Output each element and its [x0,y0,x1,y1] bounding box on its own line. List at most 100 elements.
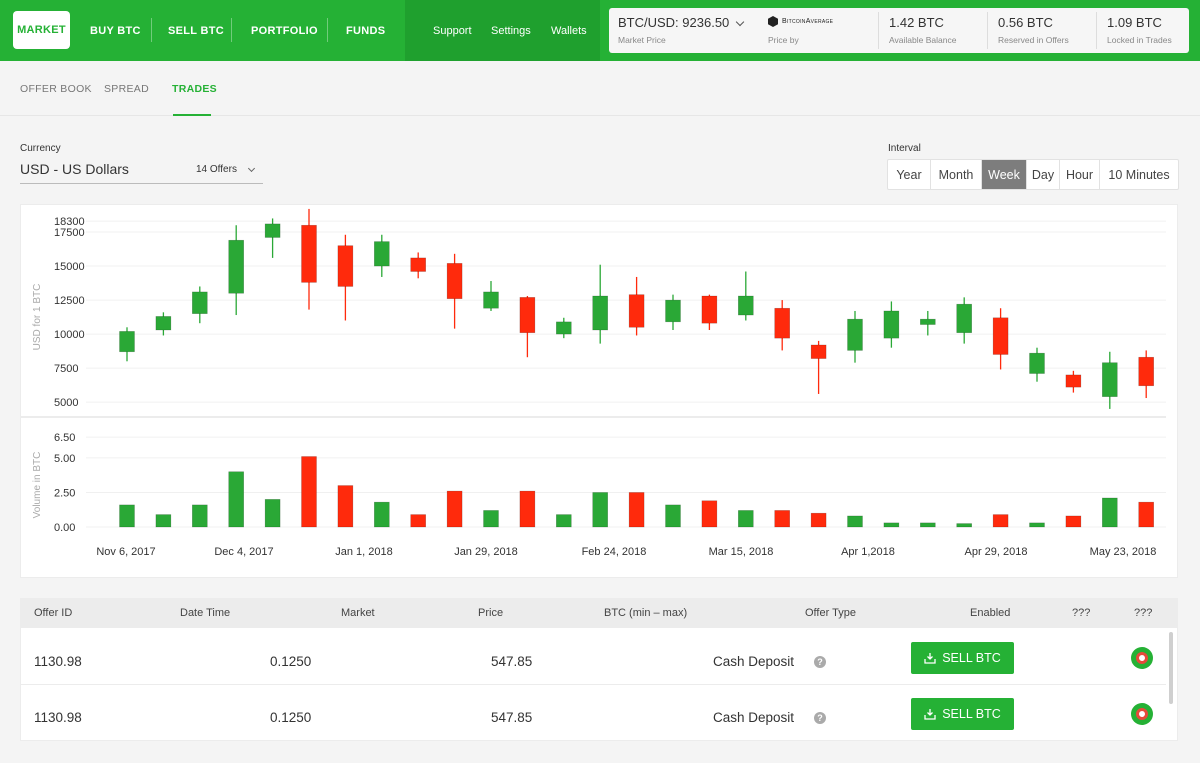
offer-type-cell: Cash Deposit [713,654,795,669]
header-unknown-1[interactable]: ??? [1072,607,1091,619]
candle-body [1065,374,1082,388]
tab-spread[interactable]: SPREAD [104,83,149,95]
support-link[interactable]: Support [433,24,472,37]
x-tick-label: May 23, 2018 [1090,546,1157,558]
x-tick-label: Dec 4, 2017 [214,546,273,558]
toggle-ring [1136,708,1148,720]
y-tick-label: 12500 [54,295,85,307]
interval-year[interactable]: Year [888,160,931,189]
chevron-down-icon [247,164,256,173]
candle-body [1029,352,1045,374]
interval-month[interactable]: Month [931,160,982,189]
interval-label: Interval [888,143,921,154]
locked-balance: 1.09 BTC Locked in Trades [1097,8,1189,53]
reserved-balance-label: Reserved in Offers [998,35,1069,45]
currency-value: USD - US Dollars [20,161,129,177]
candle-body [592,295,609,331]
interval-hour[interactable]: Hour [1060,160,1100,189]
enabled-toggle[interactable] [1131,647,1153,669]
nav-divider [327,18,328,42]
tab-funds[interactable]: FUNDS [346,24,386,37]
price-axis-label: USD for 1 BTC [32,284,43,351]
candle-body [701,295,718,324]
stat-divider [1096,12,1097,49]
help-icon[interactable]: ? [814,712,826,724]
locked-balance-label: Locked in Trades [1107,35,1172,45]
volume-bar [774,510,791,528]
offer-id-cell: 1130.98 [34,654,82,669]
x-tick-label: Jan 1, 2018 [335,546,393,558]
candle-body [301,224,317,283]
volume-bar [665,504,681,528]
table-scrollbar[interactable] [1169,632,1173,704]
currency-select[interactable]: USD - US Dollars 14 Offers [20,158,263,184]
volume-bar [519,490,536,528]
header-offer-type[interactable]: Offer Type [805,607,856,619]
offer-id-cell: 1130.98 [34,710,82,725]
candle-body [264,223,281,238]
help-icon[interactable]: ? [814,656,826,668]
header-btc-range[interactable]: BTC (min – max) [604,607,688,619]
volume-bar [737,510,754,528]
reserved-balance-value: 0.56 BTC [998,15,1053,30]
y-tick-label: 10000 [54,329,85,341]
sell-btc-label: SELL BTC [942,651,1001,665]
tab-trades[interactable]: TRADES [172,83,217,95]
interval-selector: Year Month Week Day Hour 10 Minutes [887,159,1179,190]
sell-btc-button[interactable]: SELL BTC [911,698,1014,730]
y-tick-label: 7500 [54,363,78,375]
volume-bar [919,522,936,528]
interval-day[interactable]: Day [1027,160,1060,189]
y-tick-label: 2.50 [54,487,75,499]
market-subtabs: OFFER BOOK SPREAD TRADES [0,61,1200,116]
candle-body [1138,356,1154,387]
volume-bar [228,471,244,528]
header-price[interactable]: Price [478,607,504,619]
header-offer-id[interactable]: Offer ID [34,607,73,619]
candle-body [919,318,936,325]
candle-body [992,317,1009,355]
tab-buy-btc[interactable]: BUY BTC [90,24,141,37]
stat-divider [987,12,988,49]
interval-10-minutes[interactable]: 10 Minutes [1108,167,1170,182]
header-date-time[interactable]: Date Time [180,607,231,619]
volume-bar [155,514,172,528]
enabled-toggle[interactable] [1131,703,1153,725]
date-cell: 0.1250 [270,654,312,669]
header-market[interactable]: Market [341,607,375,619]
table-row[interactable]: 1130.98 0.1250 547.85 Cash Deposit ? SEL… [21,628,1166,685]
header-enabled[interactable]: Enabled [970,607,1011,619]
available-balance-value: 1.42 BTC [889,15,944,30]
offers-count: 14 Offers [196,164,237,175]
price-by-label: Price by [768,35,799,45]
candle-body [192,291,208,314]
x-tick-label: Mar 15, 2018 [709,546,774,558]
candle-body [410,257,427,272]
tab-market[interactable]: MARKET [13,11,70,49]
sell-btc-button[interactable]: SELL BTC [911,642,1014,674]
y-tick-label: 15000 [54,261,85,273]
volume-bar [1029,522,1045,528]
candle-body [555,321,572,335]
settings-link[interactable]: Settings [491,24,531,37]
wallets-link[interactable]: Wallets [551,24,587,37]
volume-bar [301,456,317,528]
tab-portfolio[interactable]: PORTFOLIO [251,24,318,37]
market-price-selector[interactable]: BTC/USD: 9236.50 Market Price [609,8,759,53]
interval-week[interactable]: Week [982,160,1027,189]
candle-body [519,297,536,334]
tab-sell-btc[interactable]: SELL BTC [168,24,224,37]
stat-divider [878,12,879,49]
volume-bar [810,512,827,528]
nav-divider [231,18,232,42]
candle-body [847,318,863,351]
tab-offer-book[interactable]: OFFER BOOK [20,83,92,95]
x-tick-label: Feb 24, 2018 [582,546,647,558]
locked-balance-value: 1.09 BTC [1107,15,1162,30]
candle-body [774,307,791,339]
volume-bar [483,510,499,528]
download-icon [924,709,936,720]
market-price-label: Market Price [618,35,666,45]
header-unknown-2[interactable]: ??? [1134,607,1153,619]
table-row[interactable]: 1130.98 0.1250 547.85 Cash Deposit ? SEL… [21,685,1166,740]
